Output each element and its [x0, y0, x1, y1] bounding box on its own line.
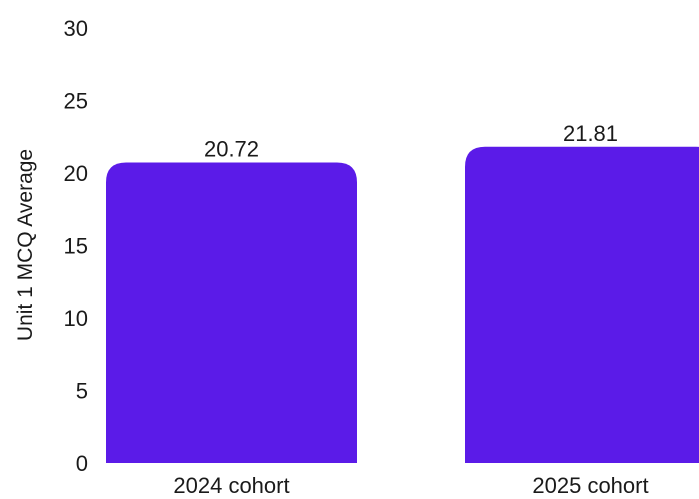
y-tick-label: 5 [76, 379, 88, 404]
bar-2024-cohort [106, 162, 357, 463]
y-axis-title: Unit 1 MCQ Average [14, 149, 37, 341]
bar-value-label: 20.72 [204, 137, 259, 162]
x-tick-label: 2025 cohort [532, 473, 648, 498]
x-axis-ticks: 2024 cohort 2025 cohort [173, 473, 648, 498]
y-tick-label: 30 [64, 16, 88, 41]
x-tick-label: 2024 cohort [173, 473, 289, 498]
y-tick-label: 15 [64, 234, 88, 259]
y-tick-label: 20 [64, 161, 88, 186]
y-tick-label: 0 [76, 451, 88, 476]
y-tick-label: 25 [64, 89, 88, 114]
y-tick-label: 10 [64, 306, 88, 331]
bars-group [106, 146, 699, 463]
bar-value-label: 21.81 [563, 121, 618, 146]
bar-2025-cohort [465, 146, 699, 463]
data-labels: 20.72 21.81 [204, 121, 618, 162]
y-axis-ticks: 0 5 10 15 20 25 30 [64, 16, 88, 476]
